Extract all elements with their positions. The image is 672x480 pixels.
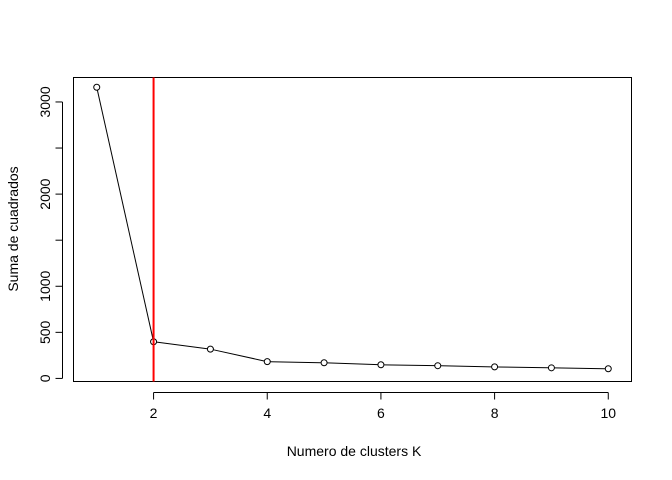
x-tick-label: 8 <box>491 405 499 421</box>
data-point <box>263 358 271 366</box>
series-line-segment <box>96 90 154 339</box>
series-layer <box>93 77 612 382</box>
data-point <box>604 365 612 373</box>
data-point <box>93 83 101 91</box>
data-point <box>547 364 555 372</box>
series-line-segment <box>440 365 492 368</box>
x-axis-label: Numero de clusters K <box>287 443 422 459</box>
plot-box <box>73 77 632 382</box>
x-tick-label: 6 <box>377 405 385 421</box>
data-point <box>377 361 385 369</box>
y-tick-label: 1000 <box>37 270 53 301</box>
y-tick-label: 0 <box>37 374 53 382</box>
x-axis: 2 4 6 8 10 <box>150 392 616 421</box>
y-axis-label: Suma de cuadrados <box>5 166 21 291</box>
series-line-segment <box>327 362 378 366</box>
series-line-segment <box>213 349 265 362</box>
x-tick-label: 2 <box>150 405 158 421</box>
series-line-segment <box>554 367 606 370</box>
y-tick-label: 500 <box>37 320 53 344</box>
data-point <box>491 363 499 371</box>
data-point <box>320 359 328 367</box>
y-axis: 0 500 1000 2000 3000 <box>37 86 63 382</box>
series-line-segment <box>270 361 321 364</box>
data-point <box>206 345 214 353</box>
x-tick-label: 10 <box>600 405 616 421</box>
y-tick-label: 2000 <box>37 178 53 209</box>
series-line-segment <box>384 364 435 367</box>
data-point <box>434 362 442 370</box>
y-tick-label: 3000 <box>37 86 53 117</box>
series-line-segment <box>156 341 208 350</box>
x-tick-label: 4 <box>263 405 271 421</box>
series-line-segment <box>497 366 549 369</box>
